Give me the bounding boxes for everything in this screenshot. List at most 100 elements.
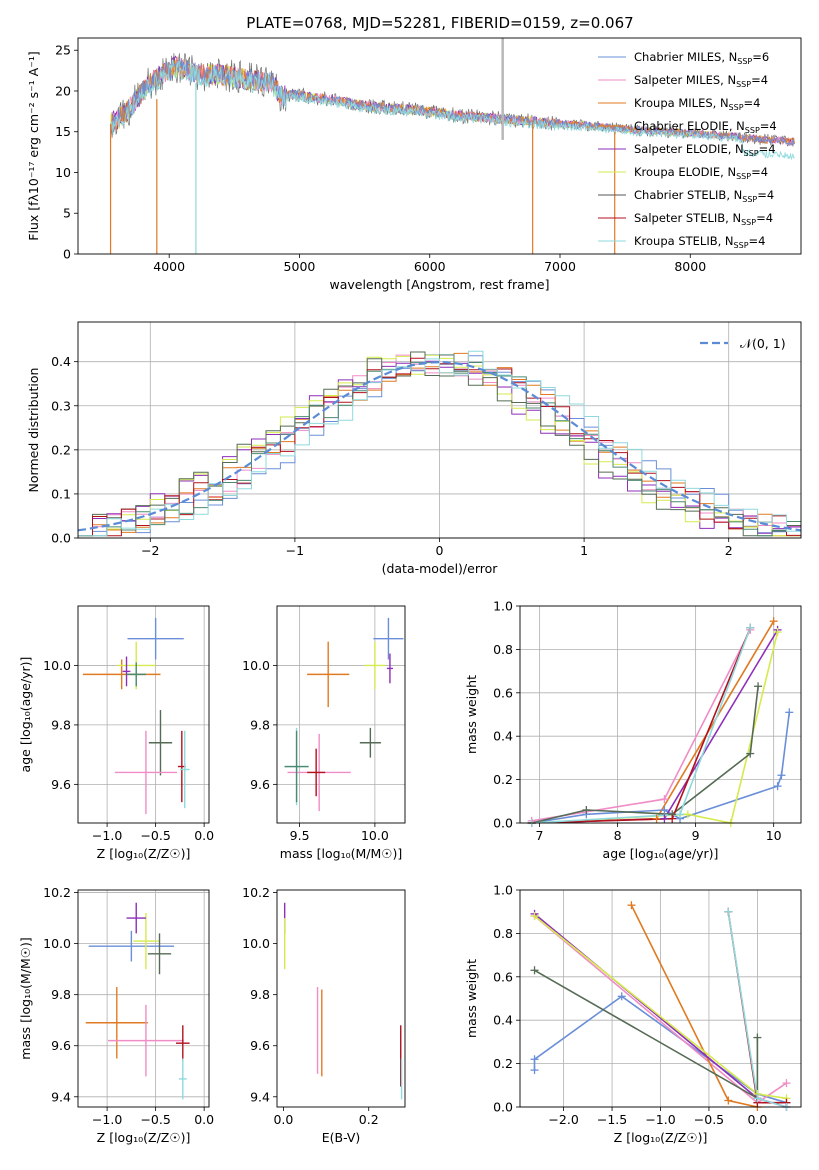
- y-tick-label: 0.6: [493, 969, 513, 984]
- axes-frame: [276, 889, 406, 1108]
- x-tick-label: 1: [580, 543, 588, 558]
- y-tick-label: 0.8: [493, 926, 513, 941]
- x-axis-label: wavelength [Angstrom, rest frame]: [329, 277, 549, 292]
- x-axis-label: mass [log₁₀(M/M☉)]: [280, 846, 402, 861]
- legend-value: =6: [752, 50, 769, 64]
- plot-area: [109, 38, 795, 254]
- mass-vs-z-axes: −1.0 −0.5 0.0 9.4 9.6 9.8 10.0 10.2 Z [log₁₀(Z/Z…: [18, 885, 214, 1145]
- x-axis-label: age [log₁₀(age/yr)]: [603, 846, 719, 861]
- y-tick-label: 10.0: [43, 658, 71, 673]
- series-line: [531, 629, 752, 822]
- histogram-axes: −2 −1 0 1 2 0.0 0.1 0.2 0.3 0.4 (data-model)/error…: [26, 321, 802, 576]
- y-tick-label: 9.8: [51, 987, 71, 1002]
- legend-subscript: SSP: [729, 103, 744, 112]
- y-axis-label: mass weight: [464, 675, 479, 754]
- mass-weight-vs-z-axes: −2.0 −1.5 −1.0 −0.5 0.0 0.0 0.2 0.4 0.6 0.8 1.0 Z […: [464, 883, 802, 1145]
- spectrum-line: [110, 58, 795, 146]
- age-vs-mass-axes: 9.5 10.0 9.6 9.8 10.0 mass [log₁₀(M/M☉)]: [242, 605, 406, 861]
- plot-area: [82, 617, 190, 815]
- y-tick-label: 0.4: [51, 354, 71, 369]
- y-tick-label: 9.8: [51, 717, 71, 732]
- x-tick-label: 0: [436, 543, 444, 558]
- axes-frame: [77, 321, 802, 539]
- x-tick-label: 0.2: [359, 1112, 379, 1127]
- y-tick-label: 0.2: [493, 772, 513, 787]
- y-tick-label: 9.6: [250, 1038, 270, 1053]
- y-tick-label: 1.0: [493, 883, 513, 898]
- legend-label: Chabrier STELIB, NSSP=4: [634, 188, 774, 204]
- y-tick-label: 9.8: [250, 987, 270, 1002]
- y-tick-label: 0.4: [493, 729, 513, 744]
- y-tick-label: 9.6: [250, 777, 270, 792]
- y-tick-label: 0.0: [51, 531, 71, 546]
- chart-title: PLATE=0768, MJD=52281, FIBERID=0159, z=0…: [246, 14, 633, 32]
- x-axis-label: Z [log₁₀(Z/Z☉)]: [614, 1130, 708, 1145]
- legend-subscript: SSP: [736, 80, 751, 89]
- legend: Chabrier MILES, NSSP=6 Salpeter MILES, NS…: [598, 50, 777, 250]
- legend-label: Chabrier MILES, NSSP=6: [634, 50, 769, 66]
- y-tick-label: 10.2: [43, 885, 71, 900]
- x-tick-label: 8: [614, 828, 622, 843]
- y-tick-label: 9.6: [51, 777, 71, 792]
- x-tick-label: 10: [766, 828, 782, 843]
- plot-area: [78, 350, 801, 537]
- histogram-step: [78, 351, 801, 537]
- y-tick-label: 10.0: [242, 658, 270, 673]
- y-tick-label: 10.0: [43, 936, 71, 951]
- y-axis-label: Flux [fλ10⁻¹⁷ erg cm⁻² s⁻¹ A⁻¹]: [26, 51, 41, 240]
- y-tick-label: 1.0: [493, 599, 513, 614]
- legend-subscript: SSP: [744, 149, 759, 158]
- mass-weight-vs-age-axes: 7 8 9 10 0.0 0.2 0.4 0.6 0.8 1.0 age [log₁₀(age/yr…: [464, 599, 802, 861]
- x-tick-label: 9: [692, 828, 700, 843]
- series-line: [531, 627, 752, 823]
- x-tick-label: 7000: [544, 259, 576, 274]
- x-tick-label: −2.0: [548, 1112, 578, 1127]
- plot-area: [531, 620, 791, 823]
- legend-subscript: SSP: [736, 172, 751, 181]
- x-tick-label: 0.0: [273, 1112, 293, 1127]
- legend-value: =4: [760, 119, 777, 133]
- legend-label: Kroupa STELIB, NSSP=4: [634, 234, 765, 250]
- x-axis-label: E(B-V): [322, 1130, 361, 1145]
- x-tick-label: 6000: [414, 259, 446, 274]
- x-axis-label: (data-model)/error: [382, 561, 499, 576]
- y-tick-label: 20: [55, 83, 71, 98]
- axes-frame: [77, 605, 210, 824]
- legend-label: Salpeter ELODIE, NSSP=4: [634, 142, 776, 158]
- histogram-step: [78, 350, 801, 537]
- y-tick-label: 5: [63, 206, 71, 221]
- legend-label: Chabrier ELODIE, NSSP=4: [634, 119, 777, 135]
- x-tick-label: 0.0: [747, 1112, 767, 1127]
- y-tick-label: 0.0: [493, 1100, 513, 1115]
- legend-subscript: SSP: [742, 195, 757, 204]
- x-axis-label: Z [log₁₀(Z/Z☉)]: [97, 1130, 191, 1145]
- y-axis-label: mass weight: [464, 959, 479, 1038]
- series-line: [630, 904, 758, 1107]
- y-tick-label: 0.6: [493, 685, 513, 700]
- legend-subscript: SSP: [741, 218, 756, 227]
- x-tick-label: −1: [286, 543, 304, 558]
- series-line: [531, 629, 779, 823]
- legend-value: =4: [759, 142, 776, 156]
- y-axis-label: age [log₁₀(age/yr)]: [18, 657, 33, 773]
- legend-subscript: SSP: [734, 241, 749, 250]
- legend-value: =4: [749, 234, 766, 248]
- y-tick-label: 0.2: [51, 442, 71, 457]
- x-tick-label: −1.0: [645, 1112, 675, 1127]
- legend-value: =4: [744, 96, 761, 110]
- x-tick-label: −0.5: [140, 828, 170, 843]
- legend-subscript: SSP: [737, 57, 752, 66]
- series-line: [531, 631, 779, 823]
- y-tick-label: 0.0: [493, 816, 513, 831]
- y-axis-label: mass [log₁₀(M/M☉)]: [18, 937, 33, 1059]
- axes-frame: [77, 37, 802, 255]
- x-tick-label: −1.5: [597, 1112, 627, 1127]
- y-tick-label: 25: [55, 43, 71, 58]
- plot-area: [85, 902, 190, 1100]
- x-tick-label: −1.0: [92, 1112, 122, 1127]
- y-tick-label: 0.8: [493, 642, 513, 657]
- x-tick-label: 0.0: [194, 828, 214, 843]
- x-tick-label: −1.0: [92, 828, 122, 843]
- y-tick-label: 15: [55, 124, 71, 139]
- y-tick-label: 0.4: [493, 1013, 513, 1028]
